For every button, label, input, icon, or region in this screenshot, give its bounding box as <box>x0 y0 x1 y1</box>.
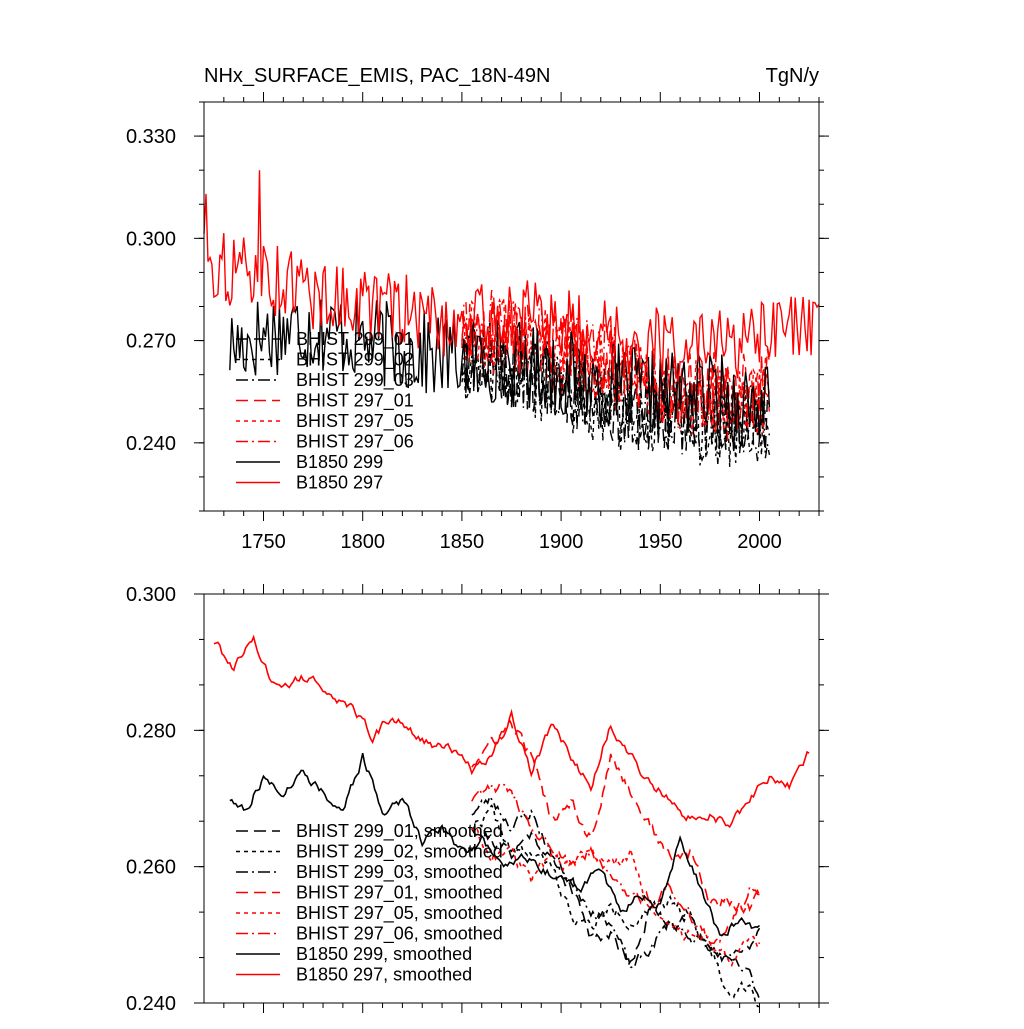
x-tick-label: 1750 <box>241 531 286 553</box>
series-line-bhist-297-01-smoothed <box>471 717 761 915</box>
x-tick-label: 2000 <box>737 531 782 553</box>
legend-label: BHIST 297_01, smoothed <box>296 883 503 904</box>
legend-label: BHIST 299_01, smoothed <box>296 821 503 842</box>
x-tick-label: 1850 <box>440 531 485 553</box>
legend-label: B1850 297 <box>296 473 383 493</box>
y-tick-label: 0.240 <box>126 433 176 455</box>
top-panel-series <box>203 170 820 467</box>
series-line-bhist-299-03-smoothed <box>471 794 761 1000</box>
bottom-panel-frame <box>203 593 820 1004</box>
chart-units: TgN/y <box>766 65 819 87</box>
series-line-b1850-299-smoothed <box>229 753 760 937</box>
series-line-bhist-297-05 <box>461 297 771 435</box>
legend-label: BHIST 299_03, smoothed <box>296 862 503 883</box>
legend-label: BHIST 297_01 <box>296 391 414 412</box>
legend-label: BHIST 299_02, smoothed <box>296 842 503 863</box>
series-line-b1850-297 <box>203 170 820 383</box>
y-tick-label: 0.260 <box>126 857 176 879</box>
legend-label: BHIST 297_05 <box>296 411 414 432</box>
y-tick-label: 0.300 <box>126 228 176 250</box>
series-line-b1850-297-smoothed <box>213 634 810 829</box>
legend-label: BHIST 299_01 <box>296 329 414 350</box>
legend-label: BHIST 297_06 <box>296 432 414 453</box>
series-line-bhist-297-05-smoothed <box>471 825 761 967</box>
y-tick-label: 0.330 <box>126 126 176 148</box>
legend-label: B1850 299, smoothed <box>296 944 472 964</box>
series-line-bhist-297-06-smoothed <box>471 782 760 945</box>
y-tick-label: 0.280 <box>126 720 176 742</box>
legend-label: B1850 297, smoothed <box>296 965 472 985</box>
bottom-panel-ticks: 0.240 0.260 0.280 0.300 <box>126 584 829 1015</box>
x-tick-label: 1800 <box>340 531 385 553</box>
legend-label: BHIST 297_06, smoothed <box>296 924 503 945</box>
x-tick-label: 1950 <box>638 531 683 553</box>
series-line-bhist-299-02-smoothed <box>471 804 760 1008</box>
y-tick-label: 0.300 <box>126 584 176 606</box>
legend-label: BHIST 297_05, smoothed <box>296 903 503 924</box>
x-tick-label: 1900 <box>539 531 584 553</box>
top-panel-ticks: 1750 1800 1850 1900 1950 2000 0.240 0.270 0.300 0… <box>126 92 829 553</box>
legend-label: BHIST 299_02 <box>296 350 414 371</box>
legend-label: BHIST 299_03 <box>296 370 414 391</box>
y-tick-label: 0.240 <box>126 993 176 1015</box>
bottom-panel-series <box>213 634 810 1008</box>
y-tick-label: 0.270 <box>126 331 176 353</box>
legend-label: B1850 299 <box>296 452 383 472</box>
series-line-bhist-299-01-smoothed <box>471 828 761 967</box>
chart-title: NHx_SURFACE_EMIS, PAC_18N-49N <box>204 65 550 87</box>
